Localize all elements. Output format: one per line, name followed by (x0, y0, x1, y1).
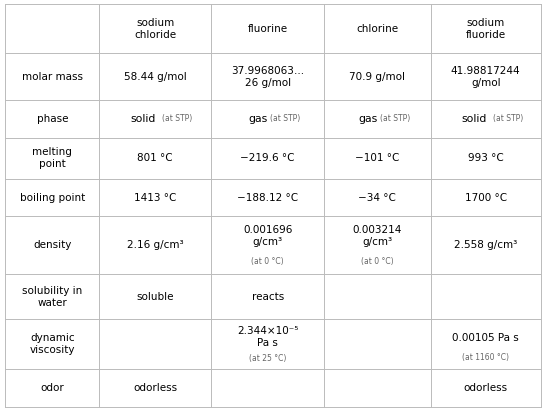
Text: 801 °C: 801 °C (138, 153, 173, 164)
Text: sodium
chloride: sodium chloride (134, 18, 176, 40)
Text: solid: solid (461, 114, 486, 124)
Text: (at STP): (at STP) (493, 114, 523, 123)
Text: 2.344×10⁻⁵
Pa s: 2.344×10⁻⁵ Pa s (237, 326, 298, 349)
Text: dynamic
viscosity: dynamic viscosity (29, 333, 75, 356)
Text: melting
point: melting point (32, 148, 72, 169)
Text: boiling point: boiling point (20, 193, 85, 203)
Text: 993 °C: 993 °C (468, 153, 503, 164)
Text: solid: solid (130, 114, 156, 124)
Text: 0.001696
g/cm³: 0.001696 g/cm³ (243, 225, 292, 247)
Text: fluorine: fluorine (247, 24, 288, 34)
Text: (at 0 °C): (at 0 °C) (361, 257, 394, 266)
Text: 2.16 g/cm³: 2.16 g/cm³ (127, 240, 183, 250)
Text: −188.12 °C: −188.12 °C (237, 193, 298, 203)
Text: chlorine: chlorine (357, 24, 399, 34)
Text: 70.9 g/mol: 70.9 g/mol (349, 72, 405, 82)
Text: 1700 °C: 1700 °C (465, 193, 507, 203)
Text: reacts: reacts (252, 292, 284, 302)
Text: molar mass: molar mass (22, 72, 83, 82)
Text: 41.98817244
g/mol: 41.98817244 g/mol (451, 66, 520, 88)
Text: (at 0 °C): (at 0 °C) (251, 257, 284, 266)
Text: density: density (33, 240, 72, 250)
Text: gas: gas (248, 114, 268, 124)
Text: −101 °C: −101 °C (355, 153, 400, 164)
Text: 37.9968063…
26 g/mol: 37.9968063… 26 g/mol (231, 66, 304, 88)
Text: −219.6 °C: −219.6 °C (240, 153, 295, 164)
Text: (at 25 °C): (at 25 °C) (249, 354, 286, 363)
Text: 58.44 g/mol: 58.44 g/mol (124, 72, 187, 82)
Text: odorless: odorless (464, 383, 508, 393)
Text: phase: phase (37, 114, 68, 124)
Text: odor: odor (40, 383, 64, 393)
Text: gas: gas (358, 114, 377, 124)
Text: (at STP): (at STP) (162, 114, 193, 123)
Text: solubility in
water: solubility in water (22, 286, 82, 308)
Text: sodium
fluoride: sodium fluoride (466, 18, 506, 40)
Text: 2.558 g/cm³: 2.558 g/cm³ (454, 240, 517, 250)
Text: soluble: soluble (136, 292, 174, 302)
Text: (at STP): (at STP) (270, 114, 301, 123)
Text: −34 °C: −34 °C (358, 193, 396, 203)
Text: 1413 °C: 1413 °C (134, 193, 176, 203)
Text: (at STP): (at STP) (380, 114, 411, 123)
Text: 0.003214
g/cm³: 0.003214 g/cm³ (353, 225, 402, 247)
Text: (at 1160 °C): (at 1160 °C) (462, 353, 509, 363)
Text: 0.00105 Pa s: 0.00105 Pa s (452, 333, 519, 343)
Text: odorless: odorless (133, 383, 177, 393)
